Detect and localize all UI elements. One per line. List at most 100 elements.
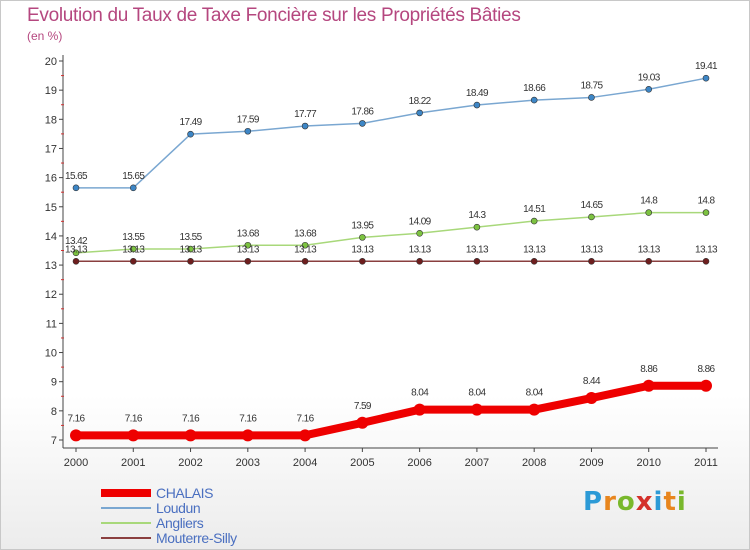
data-point xyxy=(413,403,426,416)
data-label: 13.13 xyxy=(523,244,546,255)
data-label: 13.13 xyxy=(695,244,718,255)
data-point xyxy=(129,245,137,253)
data-point xyxy=(301,241,309,249)
data-point xyxy=(187,257,194,265)
data-point xyxy=(127,429,140,442)
data-point xyxy=(588,94,595,101)
data-label: 7.16 xyxy=(125,413,143,424)
data-point xyxy=(530,217,538,225)
x-tick-label: 2007 xyxy=(465,457,489,469)
data-point xyxy=(72,257,80,265)
axes: 7 8 9 10 11 12 13 14 15 16 17 18 19 20 2000 2001 2002 200… xyxy=(45,55,718,469)
logo-letter: P xyxy=(583,487,604,517)
y-tick-label: 15 xyxy=(45,202,57,214)
data-label: 8.86 xyxy=(640,364,658,375)
data-point xyxy=(588,257,595,265)
data-point xyxy=(645,209,653,216)
y-tick-label: 20 xyxy=(45,56,57,68)
data-point xyxy=(702,74,710,82)
y-tick-label: 17 xyxy=(45,143,57,155)
data-point xyxy=(299,429,312,442)
data-label: 7.59 xyxy=(354,401,372,412)
series-lines xyxy=(70,74,712,442)
data-label: 7.16 xyxy=(67,413,85,424)
logo-letter: i xyxy=(676,487,687,517)
data-point xyxy=(585,392,598,405)
data-label: 8.04 xyxy=(526,388,544,399)
data-point xyxy=(244,241,252,249)
data-label: 13.13 xyxy=(638,244,661,255)
data-point xyxy=(244,257,252,265)
legend-label: Loudun xyxy=(156,500,200,516)
x-tick-label: 2003 xyxy=(236,457,260,469)
data-label: 15.65 xyxy=(65,171,88,182)
data-label: 13.55 xyxy=(180,232,203,243)
y-tick-label: 13 xyxy=(45,260,57,272)
data-labels: 7.16 7.16 7.16 7.16 7.16 7.59 8.04 8.04 8.04 8.44… xyxy=(65,61,719,424)
legend-label: CHALAIS xyxy=(156,485,213,501)
y-tick-label: 8 xyxy=(51,406,57,418)
legend-label: Angliers xyxy=(156,515,204,531)
data-point xyxy=(356,416,369,429)
data-label: 14.8 xyxy=(697,196,715,207)
data-point xyxy=(473,257,481,265)
data-point xyxy=(72,184,80,192)
data-point xyxy=(187,130,194,138)
data-label: 15.65 xyxy=(122,171,145,182)
data-label: 14.65 xyxy=(580,200,603,211)
data-label: 13.13 xyxy=(409,244,432,255)
x-tick-label: 2010 xyxy=(636,457,660,469)
legend-label: Mouterre-Silly xyxy=(156,530,237,546)
data-label: 8.86 xyxy=(697,364,715,375)
data-label: 13.95 xyxy=(351,220,374,231)
x-tick-label: 2008 xyxy=(522,457,546,469)
data-point xyxy=(416,109,423,117)
data-label: 13.13 xyxy=(237,244,260,255)
data-point xyxy=(416,229,423,237)
data-point xyxy=(473,223,481,231)
logo-letter: t xyxy=(663,487,677,517)
data-label: 17.59 xyxy=(237,114,260,125)
x-tick-label: 2011 xyxy=(694,457,718,469)
y-tick-label: 12 xyxy=(45,289,57,301)
y-tick-label: 10 xyxy=(45,348,57,360)
chart-unit: (en %) xyxy=(27,29,63,43)
data-point xyxy=(301,122,309,130)
data-point xyxy=(301,257,309,265)
data-label: 7.16 xyxy=(297,413,315,424)
data-label: 17.77 xyxy=(294,109,317,120)
data-point xyxy=(72,249,80,257)
data-point xyxy=(129,257,137,265)
data-point xyxy=(470,403,483,416)
data-label: 13.13 xyxy=(466,244,489,255)
data-label: 13.68 xyxy=(237,228,260,239)
data-label: 13.55 xyxy=(122,232,145,243)
logo-letter: x xyxy=(635,487,654,517)
data-point xyxy=(588,213,595,221)
data-label: 8.04 xyxy=(468,388,486,399)
data-point xyxy=(416,257,423,265)
x-tick-label: 2006 xyxy=(407,457,431,469)
logo-letter: o xyxy=(616,487,636,517)
data-point xyxy=(700,379,712,392)
y-tick-label: 18 xyxy=(45,114,57,126)
data-label: 8.04 xyxy=(411,388,429,399)
data-point xyxy=(359,120,366,127)
data-point xyxy=(241,429,254,442)
data-label: 18.22 xyxy=(409,96,432,107)
data-label: 17.86 xyxy=(351,106,374,117)
data-label: 13.13 xyxy=(65,244,88,255)
x-tick-label: 2001 xyxy=(121,457,145,469)
data-point xyxy=(129,184,137,192)
data-label: 13.13 xyxy=(294,244,317,255)
series-line-loudun xyxy=(75,77,707,189)
x-tick-label: 2002 xyxy=(178,457,202,469)
series-line-angliers xyxy=(75,211,707,254)
data-label: 13.13 xyxy=(351,244,374,255)
data-label: 18.49 xyxy=(466,88,489,99)
data-label: 17.49 xyxy=(180,117,203,128)
y-tick-label: 9 xyxy=(51,377,57,389)
x-tick-label: 2005 xyxy=(350,457,374,469)
